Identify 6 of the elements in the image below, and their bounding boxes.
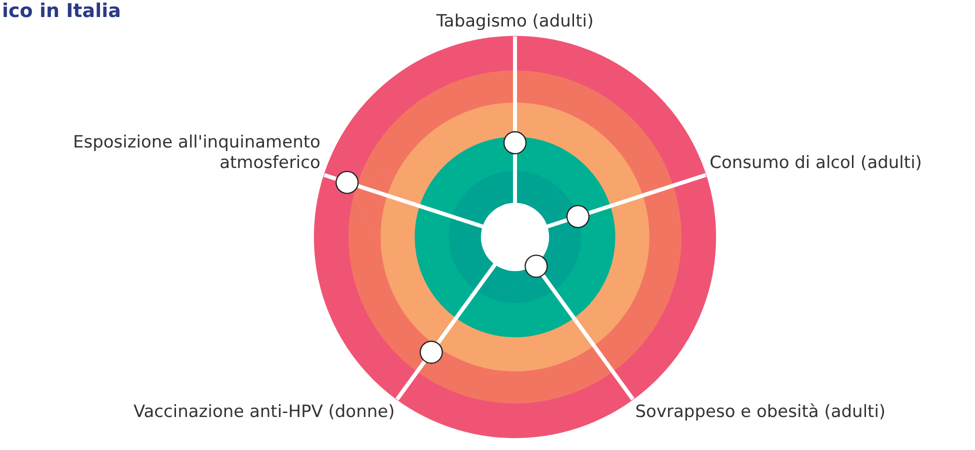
spoke-label: Consumo di alcol (adulti) — [710, 152, 922, 173]
spoke-label: Tabagismo (adulti) — [435, 12, 594, 32]
spoke-label: Esposizione all'inquinamento atmosferico — [72, 132, 320, 173]
spoke-label: Sovrappeso e obesità (adulti) — [635, 402, 886, 422]
chart-title: ico in Italia — [2, 0, 121, 22]
spoke-label: Vaccinazione anti-HPV (donne) — [133, 402, 395, 422]
